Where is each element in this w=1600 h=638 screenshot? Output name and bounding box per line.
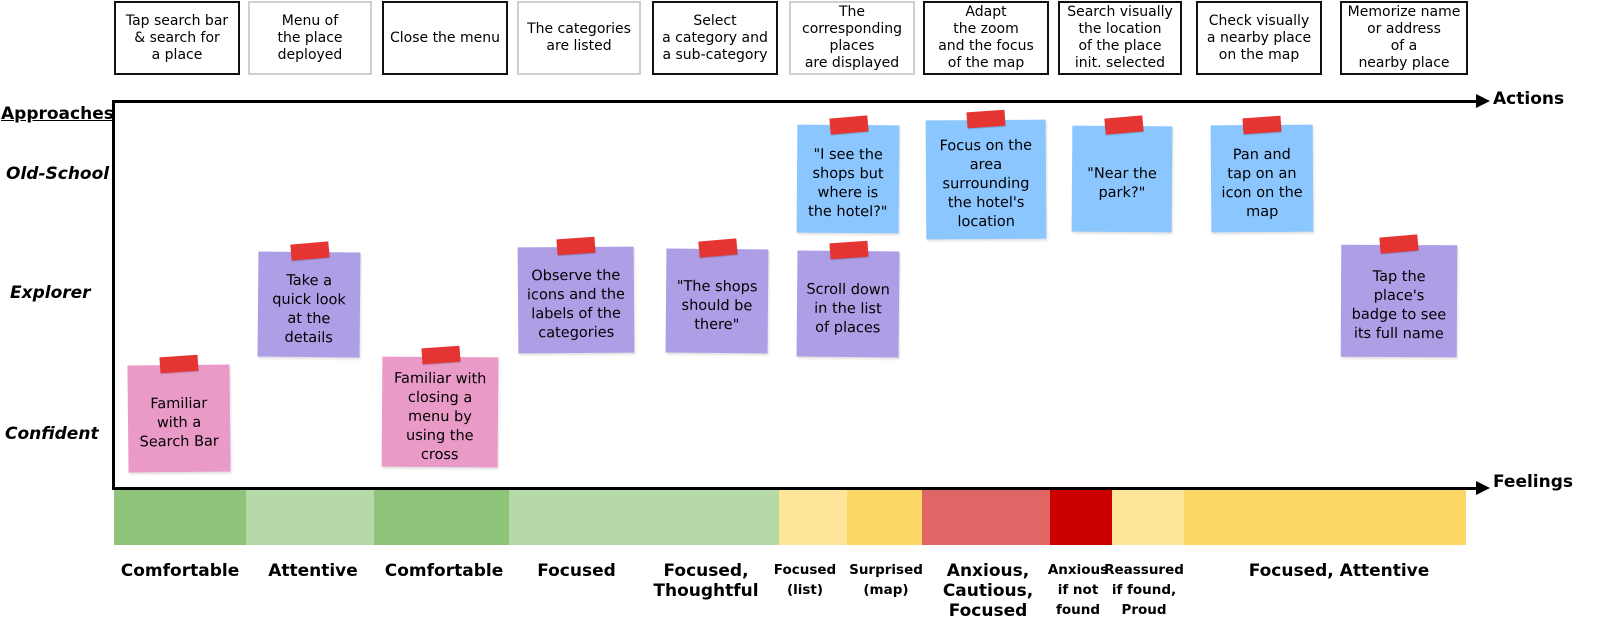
approaches-axis-label: Approaches [1, 104, 114, 124]
row-label-confident: Confident [5, 424, 99, 444]
tape-icon [966, 109, 1006, 129]
row-label-old-school: Old-School [6, 164, 110, 184]
action-box-9: Check visually a nearby place on the map [1196, 1, 1322, 75]
note-tap-badge: Tap the place's badge to see its full na… [1340, 244, 1458, 358]
tape-icon [159, 354, 199, 374]
feeling-block-anxious-cautious [922, 490, 1050, 545]
action-box-3: Close the menu [382, 1, 508, 75]
feeling-label-attentive: Attentive [268, 561, 358, 581]
feeling-block-focused-thoughtful [644, 490, 779, 545]
feeling-block-anxious-if-not-found [1050, 490, 1112, 545]
action-box-1: Tap search bar & search for a place [114, 1, 240, 75]
tape-icon [556, 236, 596, 256]
feelings-axis-line [112, 487, 1482, 490]
feeling-label-anxious-cautious: Anxious, Cautious, Focused [942, 561, 1034, 621]
note-shops-should-be-there: "The shops should be there" [665, 248, 769, 354]
action-box-10: Memorize name or address of a nearby pla… [1340, 1, 1468, 75]
feeling-label-focused-thoughtful: Focused, Thoughtful [653, 561, 759, 601]
action-box-8: Search visually the location of the plac… [1058, 1, 1182, 75]
feeling-label-focused-attentive: Focused, Attentive [1248, 561, 1430, 581]
feelings-axis-label: Feelings [1493, 472, 1574, 492]
feeling-block-comfortable-2 [374, 490, 509, 545]
feeling-block-surprised-map [847, 490, 922, 545]
feeling-block-focused [509, 490, 644, 545]
note-near-the-park: "Near the park?" [1071, 125, 1173, 233]
tape-icon [421, 345, 461, 365]
feeling-block-focused-attentive [1184, 490, 1466, 545]
note-familiar-closing-menu: Familiar with closing a menu by using th… [381, 356, 499, 468]
action-box-5: Select a category and a sub-category [652, 1, 778, 75]
feeling-block-focused-list [779, 490, 847, 545]
actions-axis-label: Actions [1493, 89, 1565, 109]
note-familiar-search-bar: Familiar with a Search Bar [127, 364, 231, 473]
tape-icon [290, 241, 330, 261]
action-box-6: The corresponding places are displayed [789, 1, 915, 75]
feeling-label-focused-list: Focused (list) [773, 562, 837, 598]
tape-icon [1379, 234, 1419, 254]
action-box-7: Adapt the zoom and the focus of the map [923, 1, 1049, 75]
feeling-label-comfortable-1: Comfortable [120, 561, 240, 581]
action-box-4: The categories are listed [517, 1, 641, 75]
feeling-label-surprised-map: Surprised (map) [849, 562, 923, 598]
action-box-2: Menu of the place deployed [248, 1, 372, 75]
feelings-arrowhead-icon [1476, 481, 1490, 495]
tape-icon [698, 238, 738, 258]
note-see-shops-where-hotel: "I see the shops but where is the hotel?… [796, 124, 900, 234]
feeling-label-reassured: Reassured if found, Proud [1104, 562, 1184, 618]
feeling-block-reassured [1112, 490, 1184, 545]
approaches-axis-line [112, 100, 115, 490]
feeling-label-focused: Focused [537, 561, 616, 581]
feeling-label-comfortable-2: Comfortable [384, 561, 504, 581]
note-scroll-down-list: Scroll down in the list of places [796, 250, 900, 358]
actions-axis-line [112, 100, 1482, 103]
actions-arrowhead-icon [1476, 94, 1490, 108]
tape-icon [1242, 115, 1282, 135]
note-quick-look: Take a quick look at the details [257, 251, 361, 358]
note-focus-on-area: Focus on the area surrounding the hotel'… [925, 119, 1047, 240]
note-observe-icons: Observe the icons and the labels of the … [517, 246, 635, 354]
tape-icon [829, 240, 869, 260]
feeling-block-attentive [246, 490, 374, 545]
feeling-label-anxious-if-not-found: Anxious if not found [1047, 562, 1109, 618]
row-label-explorer: Explorer [10, 283, 91, 303]
tape-icon [1104, 115, 1144, 135]
tape-icon [829, 115, 869, 135]
note-pan-and-tap: Pan and tap on an icon on the map [1210, 124, 1314, 233]
feeling-block-comfortable-1 [114, 490, 246, 545]
